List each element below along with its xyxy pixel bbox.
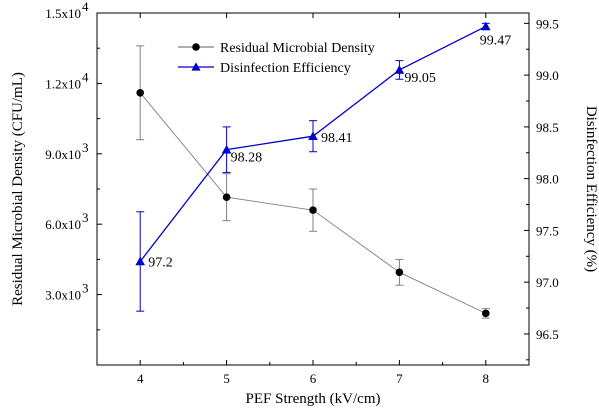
data-point xyxy=(481,21,491,31)
y-left-tick-exponent: 4 xyxy=(82,0,89,14)
legend-label: Disinfection Efficiency xyxy=(220,61,351,76)
data-point xyxy=(309,206,317,214)
data-label: 99.05 xyxy=(404,71,436,86)
y-left-tick-label: 1.2x10 xyxy=(45,76,81,91)
data-point xyxy=(135,256,145,266)
legend-marker xyxy=(192,43,200,51)
data-point xyxy=(394,65,405,74)
y-right-tick-label: 98.0 xyxy=(536,172,559,187)
series-layer: 97.2 98.28 98.41 99.05 99.47 xyxy=(135,21,512,319)
data-point xyxy=(221,144,232,154)
y-left-tick-label: 1.5x10 xyxy=(45,6,81,21)
y-left-tick-exponent: 3 xyxy=(82,281,89,296)
y-left-tick-exponent: 3 xyxy=(82,210,89,225)
data-point xyxy=(136,88,144,97)
data-point xyxy=(482,309,490,318)
data-label: 98.41 xyxy=(321,131,353,146)
data-label: 98.28 xyxy=(231,151,263,166)
y-right-tick-label: 99.0 xyxy=(536,68,559,83)
y-axis-right-title: Disinfection Efficiency (%) xyxy=(583,106,599,272)
x-axis-title: PEF Strength (kV/cm) xyxy=(246,391,381,407)
data-label: 99.47 xyxy=(480,33,512,48)
y-left-tick-label: 9.0x10 xyxy=(45,147,81,162)
x-tick-label: 5 xyxy=(223,371,230,386)
data-point xyxy=(308,131,318,141)
y-right-tick-label: 98.5 xyxy=(536,120,559,135)
x-tick-label: 8 xyxy=(483,371,490,386)
y-left-tick-label: 3.0x10 xyxy=(45,288,81,303)
axes: 4 5 6 7 83.0x10 36.0x10 39.0x10 31.2x10 41.5x10 4… xyxy=(45,0,559,386)
y-left-tick-exponent: 3 xyxy=(82,140,89,155)
legend-marker xyxy=(191,62,201,71)
x-tick-label: 4 xyxy=(137,371,144,386)
y-right-tick-label: 97.0 xyxy=(536,275,559,290)
series-0 xyxy=(136,45,490,319)
x-tick-label: 7 xyxy=(396,371,403,386)
y-right-tick-label: 96.5 xyxy=(536,327,559,342)
y-right-tick-label: 97.5 xyxy=(536,223,559,238)
data-label: 97.2 xyxy=(148,255,173,270)
x-tick-label: 6 xyxy=(310,371,317,386)
legend: Residual Microbial Density Disinfection E… xyxy=(178,41,375,76)
y-axis-left-title: Residual Microbial Density (CFU/mL) xyxy=(10,72,26,306)
data-point xyxy=(395,268,404,277)
y-left-tick-exponent: 4 xyxy=(82,69,89,84)
legend-label: Residual Microbial Density xyxy=(220,41,375,56)
y-right-tick-label: 99.5 xyxy=(536,16,559,31)
data-point xyxy=(222,193,231,202)
series-1: 97.2 98.28 98.41 99.05 99.47 xyxy=(135,21,512,312)
y-left-tick-label: 6.0x10 xyxy=(45,217,81,232)
